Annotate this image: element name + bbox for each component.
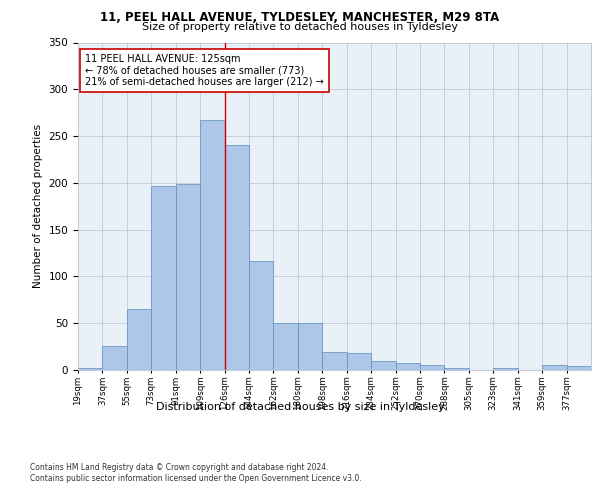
Bar (224, 146, 249, 370)
Y-axis label: Number of detached properties: Number of detached properties (33, 124, 43, 288)
Bar (298, 323, 322, 370)
Text: 11, PEEL HALL AVENUE, TYLDESLEY, MANCHESTER, M29 8TA: 11, PEEL HALL AVENUE, TYLDESLEY, MANCHES… (100, 11, 500, 24)
Bar (322, 352, 347, 370)
Bar (445, 368, 469, 370)
Bar (420, 366, 445, 370)
Bar (395, 364, 420, 370)
Bar (542, 366, 566, 370)
Bar (371, 360, 395, 370)
Bar (151, 186, 176, 370)
Text: Contains HM Land Registry data © Crown copyright and database right 2024.: Contains HM Land Registry data © Crown c… (30, 462, 329, 471)
Bar (103, 346, 127, 370)
Bar (200, 120, 224, 370)
Text: Contains public sector information licensed under the Open Government Licence v3: Contains public sector information licen… (30, 474, 362, 483)
Bar (274, 323, 298, 370)
Bar (176, 184, 200, 370)
Text: Size of property relative to detached houses in Tyldesley: Size of property relative to detached ho… (142, 22, 458, 32)
Text: 11 PEEL HALL AVENUE: 125sqm
← 78% of detached houses are smaller (773)
21% of se: 11 PEEL HALL AVENUE: 125sqm ← 78% of det… (85, 54, 324, 87)
Text: Distribution of detached houses by size in Tyldesley: Distribution of detached houses by size … (155, 402, 445, 412)
Bar (566, 366, 591, 370)
Bar (493, 368, 518, 370)
Bar (347, 353, 371, 370)
Bar (127, 309, 151, 370)
Bar (249, 260, 274, 370)
Bar (78, 368, 103, 370)
